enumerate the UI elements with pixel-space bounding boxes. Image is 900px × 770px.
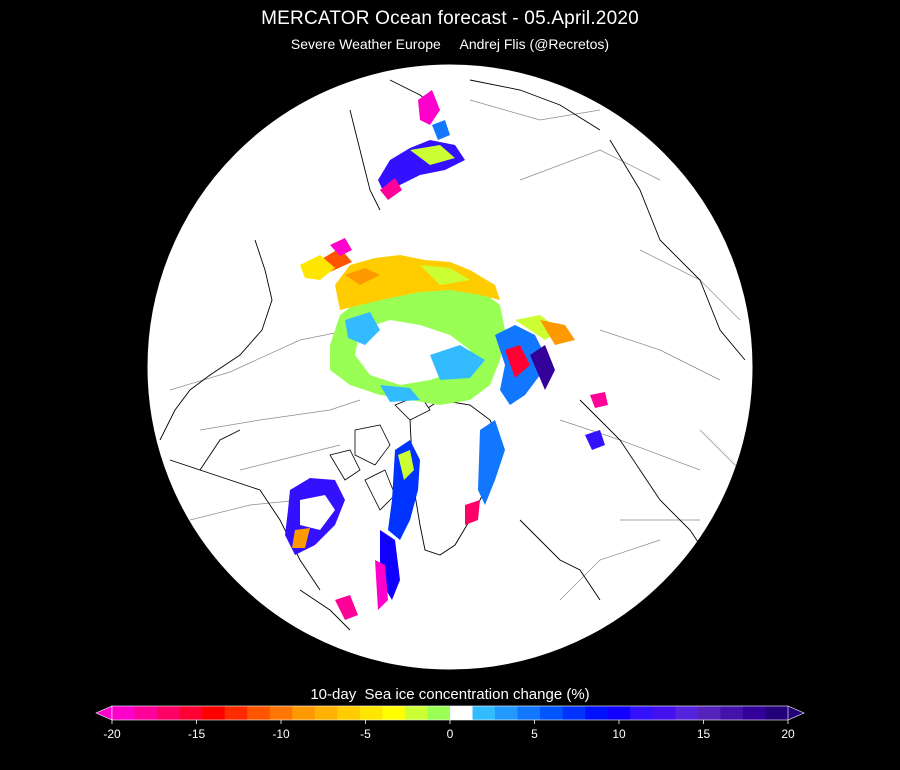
colorbar-cell [179, 706, 203, 720]
colorbar-cell [134, 706, 158, 720]
ice-change-loss-russia [335, 255, 500, 310]
colorbar-cell [720, 706, 744, 720]
colorbar-arrow-left [95, 705, 113, 721]
colorbar-cell [359, 706, 383, 720]
colorbar-cell [540, 706, 564, 720]
colorbar-cell [585, 706, 609, 720]
country-borders [169, 99, 741, 601]
colorbar-cell [112, 706, 135, 720]
colorbar-title: 10-day Sea ice concentration change (%) [310, 686, 590, 703]
map-title: MERCATOR Ocean forecast - 05.April.2020 [261, 8, 639, 29]
map-content [159, 79, 746, 631]
polar-map [146, 63, 754, 671]
colorbar-ticks: -20 -15 -10 -5 0 5 10 15 20 [103, 720, 795, 741]
colorbar-cell [450, 706, 473, 720]
sea-ice-field [285, 90, 608, 620]
colorbar-cell [292, 706, 316, 720]
colorbar-cell [269, 706, 293, 720]
colorbar-cell [247, 706, 271, 720]
colorbar-cells [95, 705, 805, 721]
colorbar-cell [630, 706, 654, 720]
colorbar-cell [697, 706, 721, 720]
ice-change-small-gain [345, 312, 485, 402]
colorbar-tick-label: -10 [272, 727, 290, 741]
colorbar-tick-label: 20 [781, 727, 795, 741]
colorbar-tick-label: 0 [447, 727, 454, 741]
colorbar-cell [427, 706, 451, 720]
colorbar-tick-label: 5 [531, 727, 538, 741]
colorbar-cell [495, 706, 518, 720]
colorbar-arrow-right [787, 705, 805, 721]
colorbar: -20 -15 -10 -5 0 5 10 15 20 [95, 705, 805, 741]
colorbar-tick-label: -5 [360, 727, 371, 741]
colorbar-tick-label: -20 [103, 727, 121, 741]
coastlines [159, 79, 746, 631]
colorbar-cell [337, 706, 361, 720]
colorbar-cell [765, 706, 789, 720]
colorbar-tick-label: 15 [697, 727, 711, 741]
colorbar-cell [607, 706, 631, 720]
colorbar-cell [157, 706, 180, 720]
colorbar-cell [314, 706, 338, 720]
colorbar-cell [562, 706, 586, 720]
colorbar-cell [472, 706, 496, 720]
map-subtitle: Severe Weather Europe Andrej Flis (@Recr… [290, 36, 610, 52]
colorbar-cell [517, 706, 541, 720]
colorbar-tick-label: -15 [188, 727, 206, 741]
colorbar-cell [742, 706, 766, 720]
colorbar-tick-label: 10 [612, 727, 626, 741]
colorbar-cell [202, 706, 226, 720]
colorbar-cell [652, 706, 676, 720]
colorbar-cell [382, 706, 406, 720]
colorbar-cell [404, 706, 428, 720]
colorbar-cell [675, 706, 699, 720]
arctic-islands [329, 394, 431, 511]
colorbar-cell [224, 706, 248, 720]
